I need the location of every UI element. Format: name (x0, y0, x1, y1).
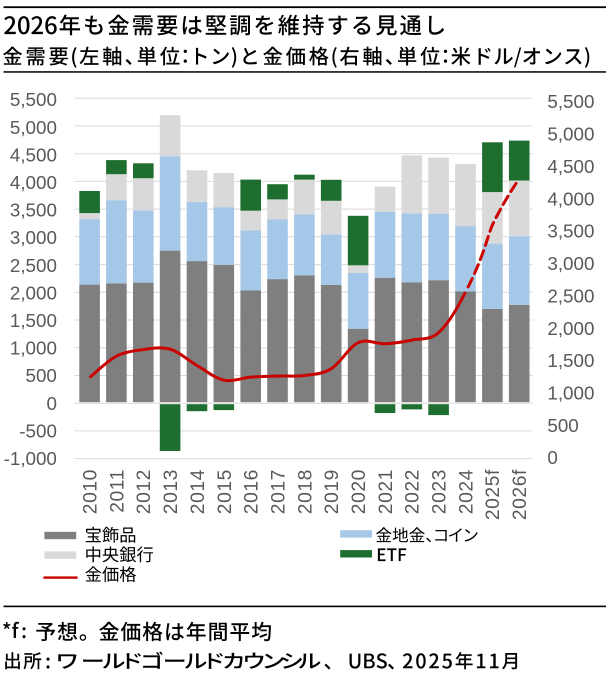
svg-text:2025f: 2025f (483, 469, 504, 520)
svg-text:500: 500 (547, 415, 578, 436)
svg-text:2015: 2015 (215, 469, 236, 514)
svg-text:5,500: 5,500 (10, 89, 57, 110)
svg-text:3,000: 3,000 (10, 227, 57, 248)
svg-text:0: 0 (46, 393, 56, 414)
svg-text:1,000: 1,000 (547, 383, 594, 404)
svg-text:2012: 2012 (134, 469, 155, 514)
svg-text:2,000: 2,000 (547, 318, 594, 339)
svg-text:500: 500 (26, 365, 57, 386)
svg-text:2016: 2016 (242, 469, 263, 514)
svg-text:-500: -500 (19, 421, 57, 442)
svg-text:4,500: 4,500 (10, 144, 57, 165)
svg-text:4,000: 4,000 (547, 188, 594, 209)
svg-text:4,000: 4,000 (10, 172, 57, 193)
svg-text:2019: 2019 (322, 469, 343, 514)
svg-text:2026f: 2026f (510, 469, 531, 520)
svg-text:2014: 2014 (188, 469, 209, 514)
svg-text:2023: 2023 (430, 469, 451, 514)
svg-text:1,000: 1,000 (10, 338, 57, 359)
svg-text:5,000: 5,000 (10, 117, 57, 138)
svg-text:2017: 2017 (268, 469, 289, 514)
svg-text:2,000: 2,000 (10, 283, 57, 304)
svg-text:5,000: 5,000 (547, 124, 594, 145)
svg-text:-1,000: -1,000 (4, 448, 57, 469)
svg-text:1,500: 1,500 (10, 310, 57, 331)
svg-text:2021: 2021 (376, 469, 397, 514)
svg-text:2022: 2022 (403, 469, 424, 514)
svg-text:3,500: 3,500 (547, 221, 594, 242)
svg-text:0: 0 (547, 447, 557, 468)
svg-text:2018: 2018 (295, 469, 316, 514)
svg-text:1,500: 1,500 (547, 350, 594, 371)
svg-text:4,500: 4,500 (547, 156, 594, 177)
svg-text:2,500: 2,500 (547, 285, 594, 306)
svg-text:3,000: 3,000 (547, 253, 594, 274)
svg-text:3,500: 3,500 (10, 200, 57, 221)
svg-text:2011: 2011 (107, 469, 128, 513)
svg-text:2,500: 2,500 (10, 255, 57, 276)
svg-text:2024: 2024 (456, 469, 477, 514)
svg-text:2020: 2020 (349, 469, 370, 514)
svg-text:2013: 2013 (161, 469, 182, 514)
svg-text:5,500: 5,500 (547, 91, 594, 112)
svg-text:2010: 2010 (81, 469, 102, 514)
